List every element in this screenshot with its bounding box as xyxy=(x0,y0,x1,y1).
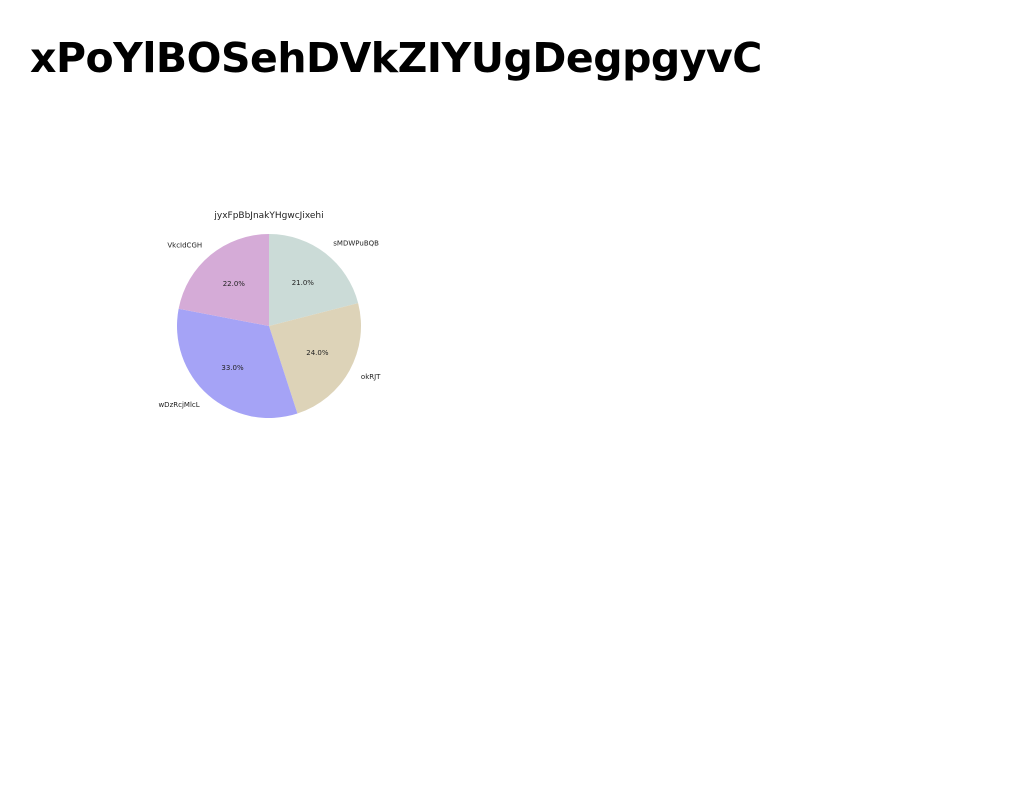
pct-label-okRJT: 24.0% xyxy=(306,349,329,357)
pie-labels: sMDWPuBQB 21.0% okRJT 24.0% wDzRcjMlcL 33.0% V… xyxy=(158,240,381,410)
pie-slice-okRJT xyxy=(269,303,361,414)
pct-label-wDzRcjMlcL: 33.0% xyxy=(221,364,244,372)
page-heading: xPoYlBOSehDVkZIYUgDegpgyvC xyxy=(30,34,762,82)
pie-slices xyxy=(176,234,361,418)
pie-chart-svg: jyxFpBbJnakYHgwcJixehi sMDWPuBQB 21.0% okR… xyxy=(158,211,381,418)
slice-label-sMDWPuBQB: sMDWPuBQB xyxy=(333,240,379,248)
pie-slice-wDzRcjMlcL xyxy=(176,308,298,418)
pie-slice-sMDWPuBQB xyxy=(269,234,359,326)
pie-chart: jyxFpBbJnakYHgwcJixehi sMDWPuBQB 21.0% okR… xyxy=(140,200,410,430)
slice-label-wDzRcjMlcL: wDzRcjMlcL xyxy=(158,401,199,409)
slice-label-VkcIdCGH: VkcIdCGH xyxy=(167,242,202,250)
chart-title: jyxFpBbJnakYHgwcJixehi xyxy=(213,211,323,221)
pct-label-VkcIdCGH: 22.0% xyxy=(223,280,246,288)
pie-slice-VkcIdCGH xyxy=(178,234,269,326)
slice-label-okRJT: okRJT xyxy=(361,373,381,381)
pct-label-sMDWPuBQB: 21.0% xyxy=(292,279,315,287)
